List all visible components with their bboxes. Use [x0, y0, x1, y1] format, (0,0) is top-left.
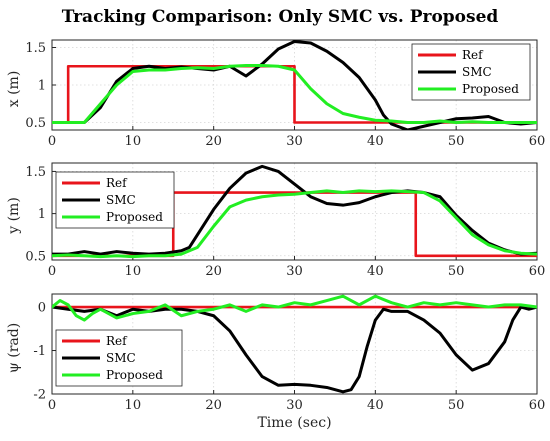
y-tick-label: 1.5 [25, 165, 46, 180]
x-tick-label: 40 [367, 264, 384, 279]
series-group [52, 294, 537, 394]
x-tick-label: 30 [286, 264, 303, 279]
legend-label-smc: SMC [106, 193, 136, 207]
x-tick-label: 30 [286, 398, 303, 413]
x-tick-label: 20 [205, 264, 222, 279]
series-line-smc [52, 164, 537, 256]
legend-label-ref: Ref [462, 48, 484, 62]
panel-1: 0 10 20 30 40 50 60 0.5 1 1.5 y (m) Ref SMC Proposed [6, 162, 546, 279]
series-line-proposed [52, 189, 537, 259]
series-group [52, 164, 537, 259]
x-tick-label: 0 [48, 264, 56, 279]
x-tick-label: 0 [48, 398, 56, 413]
legend-label-smc: SMC [462, 65, 492, 79]
x-tick-label: 50 [448, 264, 465, 279]
x-tick-label: 20 [205, 398, 222, 413]
legend-label-smc: SMC [106, 351, 136, 365]
x-tick-label: 60 [529, 134, 546, 149]
x-tick-label: 60 [529, 398, 546, 413]
x-tick-label: 40 [367, 134, 384, 149]
y-tick-label: 0 [38, 301, 46, 316]
legend-label-ref: Ref [106, 176, 128, 190]
y-tick-label: 1 [38, 207, 46, 222]
series-line-proposed [52, 294, 537, 322]
legend: Ref SMC Proposed [55, 171, 175, 229]
x-tick-label: 40 [367, 398, 384, 413]
legend-label-proposed: Proposed [462, 82, 519, 96]
legend: Ref SMC Proposed [411, 43, 531, 101]
series-line-smc [52, 40, 537, 130]
x-tick-label: 20 [205, 134, 222, 149]
chart-panels: 0 10 20 30 40 50 600.511.5x (m)RefSMCProposed0… [6, 39, 546, 431]
y-tick-label: 1.5 [25, 41, 46, 56]
legend-label-ref: Ref [106, 334, 128, 348]
figure-title: Tracking Comparison: Only SMC vs. Propos… [62, 7, 499, 27]
legend-label-proposed: Proposed [106, 368, 163, 382]
series-line-proposed [52, 64, 537, 124]
y-axis-label: y (m) [6, 197, 22, 235]
y-tick-label: -2 [33, 388, 46, 403]
y-tick-label: 1 [38, 79, 46, 94]
legend: Ref SMC Proposed [55, 329, 183, 387]
x-tick-label: 50 [448, 134, 465, 149]
series-group [52, 40, 537, 130]
y-tick-label: 0.5 [25, 116, 46, 131]
y-axis-label: ψ (rad) [6, 323, 22, 373]
x-tick-label: 0 [48, 134, 56, 149]
x-tick-label: 10 [125, 398, 142, 413]
axes-border [51, 162, 538, 261]
x-tick-label: 10 [125, 264, 142, 279]
x-tick-label: 10 [125, 134, 142, 149]
panel-0: 0 10 20 30 40 50 60 0.5 1 1.5x (m) Ref SMC Proposed [6, 39, 546, 149]
axes-border [51, 293, 538, 395]
y-tick-label: 0.5 [25, 249, 46, 264]
legend-label-proposed: Proposed [106, 210, 163, 224]
x-axis-label: Time (sec) [257, 415, 331, 431]
y-tick-label: -1 [33, 344, 46, 359]
panel-2: 0 10 20 30 40 50 60 0 -1 -2 ψ (rad) Time (sec) Ref SM… [6, 293, 546, 431]
x-tick-label: 60 [529, 264, 546, 279]
x-tick-label: 30 [286, 134, 303, 149]
y-axis-label: x (m) [6, 71, 22, 108]
x-tick-label: 50 [448, 398, 465, 413]
